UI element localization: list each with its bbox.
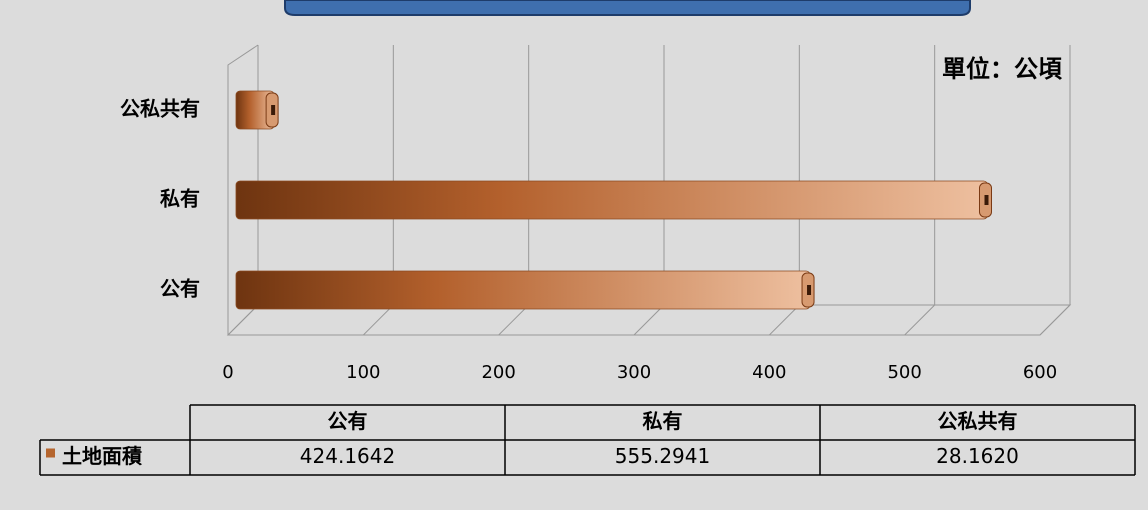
grid-line [1039,45,1071,336]
y-tick-label: 私有 [160,187,200,211]
table-header: 公有 [328,409,368,433]
y-tick-label: 公有 [160,277,200,301]
bar [235,180,988,220]
y-tick-label: 公私共有 [120,97,200,121]
table-grid [39,404,1136,476]
x-tick-label: 0 [222,362,233,383]
legend-label: 土地面積 [62,444,143,468]
x-tick-label: 600 [1023,362,1057,383]
x-tick-label: 100 [346,362,380,383]
table-value: 28.1620 [936,444,1019,468]
grid-line [904,45,936,336]
x-tick-label: 200 [481,362,515,383]
x-tick-label: 300 [617,362,651,383]
bar-end-face [984,195,989,205]
title-tab [284,0,971,16]
x-tick-label: 500 [887,362,921,383]
unit-label: 單位：公頃 [942,55,1063,83]
table-value: 555.2941 [615,444,710,468]
legend-key [46,448,55,458]
plot-area: 0 100 200 300 400 500 600 公有 私有 公私共有 [120,44,1072,383]
table-header: 公私共有 [938,409,1018,433]
table-header: 私有 [643,409,683,433]
bar [235,270,811,310]
bar-end-face [807,285,812,295]
x-tick-label: 400 [752,362,786,383]
bar-end-face [271,105,276,115]
table-value: 424.1642 [300,444,395,468]
